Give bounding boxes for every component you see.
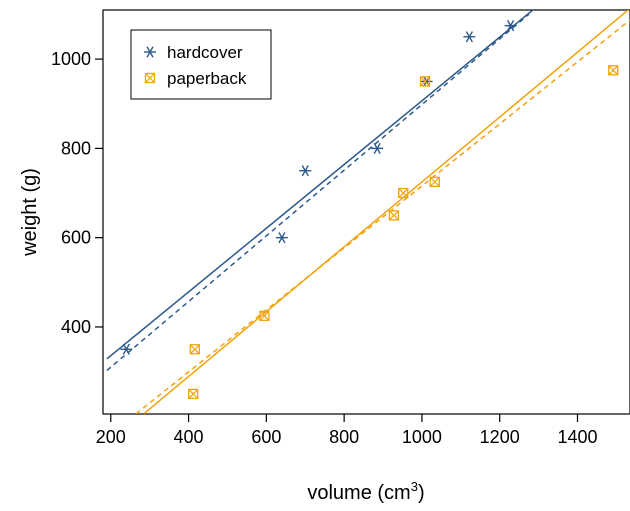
box-cross — [189, 344, 200, 355]
y-axis: 400 600 800 1000 — [51, 49, 103, 337]
y-tick-label: 400 — [61, 317, 91, 337]
paperback-point — [189, 344, 200, 355]
box-outline — [144, 72, 156, 84]
asterisk-stroke — [301, 165, 309, 177]
paperback-point — [419, 76, 431, 87]
legend-boxed-x-icon — [144, 72, 156, 84]
asterisk-stroke — [373, 142, 381, 154]
hardcover-point — [463, 31, 476, 43]
box-cross — [388, 210, 399, 221]
hardcover-point — [299, 165, 312, 177]
hardcover-fit-line-dashed — [106, 13, 530, 372]
box-outline — [188, 388, 199, 400]
x-tick-label: 1000 — [402, 427, 442, 447]
data-points — [120, 20, 619, 400]
box-cross — [145, 73, 155, 83]
asterisk-stroke — [278, 232, 286, 244]
paperback-point — [188, 388, 199, 400]
y-tick-label: 1000 — [51, 49, 91, 69]
box-outline — [388, 210, 400, 221]
box-outline — [608, 65, 619, 76]
box-outline — [419, 76, 431, 87]
x-tick-label: 1400 — [557, 427, 597, 447]
x-axis-title: volume (cm3) — [307, 479, 424, 504]
box-cross — [429, 176, 440, 187]
x-tick-label: 800 — [329, 427, 359, 447]
box-outline — [189, 344, 200, 355]
paperback-point — [429, 176, 440, 188]
asterisk-stroke — [506, 20, 515, 32]
box-cross — [259, 310, 270, 321]
legend: hardcover paperback — [130, 29, 272, 100]
box-outline — [259, 310, 270, 321]
paperback-point — [259, 310, 270, 321]
hardcover-fit-line-solid — [106, 10, 534, 360]
legend-marker-paperback — [144, 72, 156, 84]
legend-asterisk-icon — [144, 46, 156, 58]
box-cross — [420, 76, 430, 87]
legend-label-paperback: paperback — [167, 69, 247, 88]
paperback-fit-line-solid — [143, 10, 630, 414]
plot-frame — [102, 9, 630, 415]
legend-box — [130, 29, 272, 100]
hardcover-point — [371, 142, 384, 154]
paperback-point — [388, 210, 400, 221]
paperback-point — [398, 187, 409, 199]
fit-lines — [106, 10, 630, 414]
x-tick-label: 600 — [251, 427, 281, 447]
x-tick-label: 200 — [96, 427, 126, 447]
legend-marker-hardcover — [144, 46, 156, 58]
x-tick-label: 400 — [174, 427, 204, 447]
y-tick-label: 800 — [61, 138, 91, 158]
box-outline — [398, 187, 409, 199]
asterisk-stroke — [122, 343, 130, 355]
box-cross — [608, 65, 619, 76]
x-axis: 200 400 600 800 1000 1200 1400 — [96, 414, 598, 447]
paperback-fit-line-dashed — [135, 19, 630, 414]
box-cross — [188, 388, 199, 399]
paperback-point — [608, 65, 619, 76]
asterisk-stroke — [146, 46, 154, 58]
hardcover-point — [120, 343, 133, 355]
box-cross — [398, 188, 409, 198]
y-axis-title: weight (g) — [19, 168, 41, 257]
x-tick-label: 1200 — [480, 427, 520, 447]
legend-label-hardcover: hardcover — [167, 43, 243, 62]
hardcover-point — [275, 232, 288, 244]
y-tick-label: 600 — [61, 228, 91, 248]
asterisk-stroke — [465, 31, 473, 43]
box-outline — [429, 176, 440, 188]
hardcover-point — [504, 20, 517, 32]
